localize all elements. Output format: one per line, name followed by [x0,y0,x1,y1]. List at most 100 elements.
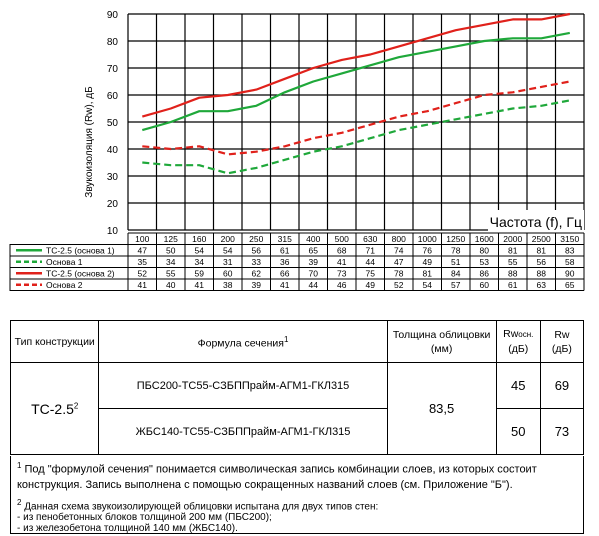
data-label: 46 [337,280,347,290]
data-label: 61 [280,245,290,255]
data-label: 75 [366,268,376,278]
y-tick-label: 50 [107,118,119,129]
data-label: 57 [451,280,461,290]
data-label: 74 [394,245,404,255]
data-label: 44 [309,280,319,290]
data-label: 81 [423,268,433,278]
data-label: 83 [565,245,575,255]
data-label: 81 [508,245,518,255]
data-label: 73 [337,268,347,278]
data-label: 39 [252,280,262,290]
data-label: 47 [394,257,404,267]
type-cell: ТС-2.52 [9,362,100,455]
data-label: 70 [309,268,319,278]
footnotes: 1 Под "формулой сечения" понимается симв… [10,456,584,534]
x-tick-label: 630 [363,234,377,244]
data-label: 41 [195,280,205,290]
x-tick-label: 1250 [446,234,465,244]
x-tick-label: 1000 [418,234,437,244]
y-axis-label: Звукоизоляция (Rw), дБ [84,86,95,198]
series-line [141,31,571,132]
data-label: 55 [166,268,176,278]
x-tick-label: 125 [164,234,178,244]
data-label: 47 [138,245,148,255]
data-label: 88 [508,268,518,278]
data-label: 51 [451,257,461,267]
data-label: 68 [337,245,347,255]
formula-cell: ПБС200-ТС55-СЗБППрайм-АГМ1-ГКЛ315 [98,362,388,409]
data-label: 86 [480,268,490,278]
rw-base-cell: 45 [495,362,541,409]
data-label: 54 [195,245,205,255]
data-label: 38 [223,280,233,290]
x-tick-label: 1600 [475,234,494,244]
y-tick-label: 90 [107,10,119,21]
data-label: 88 [537,268,547,278]
x-tick-label: 2000 [503,234,522,244]
data-table: 100 125 160 200 250 315 400 500 630 800 1000 1250 16… [9,232,585,291]
data-label: 34 [195,257,205,267]
y-tick-label: 70 [107,64,119,75]
legend-label: ТС-2.5 (основа 2) [46,268,115,278]
x-tick-label: 315 [278,234,292,244]
x-tick-label: 400 [306,234,320,244]
formula-cell: ЖБС140-ТС55-СЗБППрайм-АГМ1-ГКЛ315 [98,408,388,455]
legend-label: ТС-2.5 (основа 1) [46,245,115,255]
legend-label: Основа 1 [46,257,83,267]
data-label: 80 [480,245,490,255]
rw-cell: 69 [539,362,585,409]
x-tick-label: 3150 [560,234,579,244]
data-label: 90 [565,268,575,278]
y-tick-label: 20 [107,199,119,210]
y-tick-label: 10 [107,226,119,237]
data-label: 52 [138,268,148,278]
data-label: 49 [366,280,376,290]
data-label: 40 [166,280,176,290]
data-label: 31 [223,257,233,267]
legend-label: Основа 2 [46,280,83,290]
chart-grid [127,13,585,231]
series-lines [141,12,571,175]
data-label: 41 [337,257,347,267]
data-label: 58 [565,257,575,267]
data-label: 84 [451,268,461,278]
data-label: 78 [451,245,461,255]
data-label: 50 [166,245,176,255]
data-label: 56 [537,257,547,267]
table-row: ТС-2.52 ПБС200-ТС55-СЗБППрайм-АГМ1-ГКЛ31… [9,362,585,455]
y-tick-label: 60 [107,91,119,102]
rw-base-cell: 50 [495,408,541,455]
data-label: 54 [223,245,233,255]
series-line [142,99,571,175]
x-tick-label: 800 [392,234,406,244]
x-tick-label: 160 [192,234,206,244]
x-tick-label: 200 [221,234,235,244]
y-tick-label: 80 [107,37,119,48]
thickness-cell: 83,5 [386,362,497,455]
spec-table: Тип конструкции Формула сечения1 Толщина… [9,320,585,455]
col-thickness-header: Толщина облицовки (мм) [386,320,497,363]
data-label: 35 [138,257,148,267]
data-label: 71 [366,245,376,255]
y-axis: 10 20 30 40 50 60 70 80 90 [107,10,119,237]
data-label: 36 [280,257,290,267]
y-tick-label: 40 [107,145,119,156]
data-label: 60 [223,268,233,278]
table-row: ЖБС140-ТС55-СЗБППрайм-АГМ1-ГКЛ315 50 73 [11,408,585,455]
data-label: 61 [508,280,518,290]
data-label: 66 [280,268,290,278]
x-tick-label: 2500 [532,234,551,244]
data-label: 65 [565,280,575,290]
data-label: 41 [138,280,148,290]
x-tick-label: 100 [135,234,149,244]
y-tick-label: 30 [107,172,119,183]
col-rw-header: Rw (дБ) [539,320,585,363]
rw-cell: 73 [539,408,585,455]
footnote-1: 1 Под "формулой сечения" понимается симв… [17,461,537,491]
data-label: 60 [480,280,490,290]
x-axis-label: Частота (f), Гц [490,214,582,230]
data-label: 81 [537,245,547,255]
data-label: 55 [508,257,518,267]
data-label: 33 [252,257,262,267]
data-label: 63 [537,280,547,290]
